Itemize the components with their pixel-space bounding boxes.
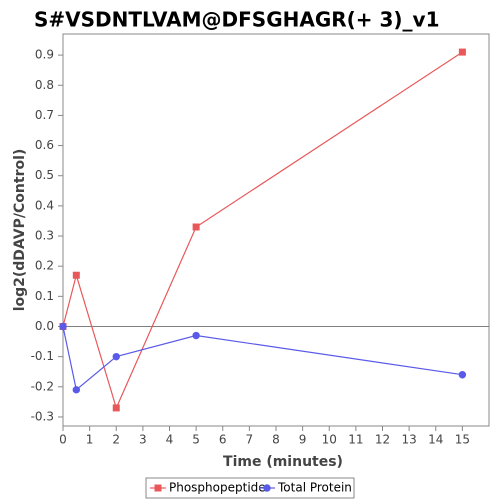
data-point-circle — [458, 371, 467, 379]
x-tick-label: 8 — [272, 433, 280, 447]
y-tick-label: 0.3 — [35, 229, 54, 243]
data-point-circle — [59, 322, 67, 331]
x-axis-ticks: 0 1 2 3 4 5 6 7 8 9 10 11 12 13 14 15 — [59, 426, 470, 447]
x-tick-label: 13 — [401, 433, 416, 447]
legend-box — [145, 477, 355, 499]
y-tick-label: -0.1 — [31, 349, 54, 363]
y-tick-label: 0.1 — [35, 289, 54, 303]
x-tick-label: 0 — [59, 433, 67, 447]
y-tick-label: 0.8 — [35, 78, 54, 92]
y-tick-label: 0.9 — [35, 48, 54, 62]
y-tick-label: 0.4 — [35, 198, 54, 212]
y-axis-label: log2(dDAVP/Control) — [12, 149, 28, 312]
y-tick-label: 0.6 — [35, 138, 54, 152]
x-tick-label: 4 — [166, 433, 174, 447]
y-tick-label: 0.5 — [35, 168, 54, 182]
x-tick-label: 9 — [299, 433, 307, 447]
x-tick-label: 7 — [246, 433, 254, 447]
legend-marker-square — [154, 484, 162, 492]
data-point-square — [192, 223, 200, 231]
x-axis-label: Time (minutes) — [223, 454, 343, 470]
y-tick-label: -0.2 — [31, 379, 54, 393]
legend-label: Phosphopeptide — [169, 481, 266, 495]
x-tick-label: 3 — [139, 433, 147, 447]
x-tick-label: 12 — [375, 433, 390, 447]
x-tick-label: 15 — [455, 433, 470, 447]
x-tick-label: 14 — [428, 433, 443, 447]
x-tick-label: 5 — [192, 433, 200, 447]
data-point-circle — [112, 352, 120, 361]
data-point-circle — [72, 386, 81, 394]
y-tick-label: 0.7 — [35, 108, 54, 122]
data-point-circle — [192, 331, 200, 340]
legend-label: Total Protein — [277, 481, 352, 495]
x-tick-label: 6 — [219, 433, 227, 447]
y-tick-label: -0.3 — [31, 409, 54, 423]
data-point-square — [458, 48, 466, 56]
y-tick-label: 0.2 — [35, 259, 54, 273]
legend-marker-circle — [263, 484, 271, 492]
y-axis-ticks: -0.3 -0.2 -0.1 0.0 0.1 0.2 0.3 0.4 0.5 0.6 0.7 0.8 0… — [31, 48, 63, 423]
series-group — [59, 48, 467, 412]
x-tick-label: 10 — [322, 433, 337, 447]
x-tick-label: 2 — [112, 433, 120, 447]
legend: Phosphopeptide Total Protein — [145, 477, 355, 499]
chart-title: S#VSDNTLVAM@DFSGHAGR(+ 3)_v1 — [34, 8, 440, 32]
x-tick-label: 11 — [348, 433, 363, 447]
x-tick-label: 1 — [86, 433, 94, 447]
plot-area — [62, 33, 490, 427]
data-point-square — [72, 271, 80, 279]
data-point-square — [112, 404, 120, 412]
y-tick-label: 0.0 — [35, 319, 54, 333]
